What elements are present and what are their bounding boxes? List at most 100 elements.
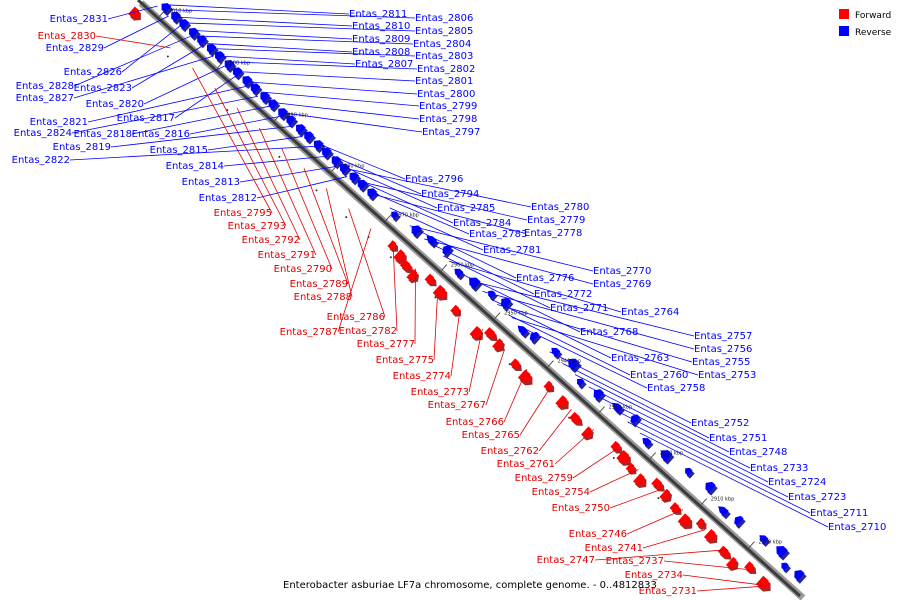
gene-label-entas-2773[interactable]: Entas_2773 bbox=[411, 387, 469, 398]
reverse-gene-arrow[interactable] bbox=[685, 467, 693, 476]
gene-label-entas-2816[interactable]: Entas_2816 bbox=[132, 129, 190, 140]
reverse-gene-arrow[interactable] bbox=[776, 546, 788, 558]
reverse-gene-arrow[interactable] bbox=[454, 268, 464, 278]
reverse-gene-arrow[interactable] bbox=[161, 3, 172, 14]
reverse-gene-arrow[interactable] bbox=[197, 35, 207, 46]
reverse-gene-arrow[interactable] bbox=[718, 506, 729, 517]
reverse-gene-arrow[interactable] bbox=[268, 99, 279, 110]
gene-label-entas-2828[interactable]: Entas_2828 bbox=[16, 81, 74, 92]
forward-gene-arrow[interactable] bbox=[469, 325, 482, 338]
reverse-gene-arrow[interactable] bbox=[224, 59, 235, 70]
reverse-gene-arrow[interactable] bbox=[469, 277, 481, 289]
gene-label-entas-2824[interactable]: Entas_2824 bbox=[14, 128, 72, 139]
gene-label-entas-2790[interactable]: Entas_2790 bbox=[274, 264, 332, 275]
gene-label-entas-2784[interactable]: Entas_2784 bbox=[453, 218, 511, 229]
reverse-gene-arrow[interactable] bbox=[593, 389, 604, 401]
gene-label-entas-2724[interactable]: Entas_2724 bbox=[768, 477, 826, 488]
gene-label-entas-2805[interactable]: Entas_2805 bbox=[415, 26, 473, 37]
gene-label-entas-2831[interactable]: Entas_2831 bbox=[50, 14, 108, 25]
gene-label-entas-2778[interactable]: Entas_2778 bbox=[524, 228, 582, 239]
gene-label-entas-2826[interactable]: Entas_2826 bbox=[64, 67, 122, 78]
gene-label-entas-2822[interactable]: Entas_2822 bbox=[12, 155, 70, 166]
gene-label-entas-2788[interactable]: Entas_2788 bbox=[294, 292, 352, 303]
forward-gene-arrow[interactable] bbox=[450, 304, 459, 314]
gene-label-entas-2776[interactable]: Entas_2776 bbox=[516, 273, 574, 284]
gene-label-entas-2798[interactable]: Entas_2798 bbox=[419, 114, 477, 125]
gene-label-entas-2804[interactable]: Entas_2804 bbox=[413, 39, 471, 50]
gene-label-entas-2793[interactable]: Entas_2793 bbox=[228, 221, 286, 232]
gene-label-entas-2751[interactable]: Entas_2751 bbox=[709, 433, 767, 444]
gene-label-entas-2795[interactable]: Entas_2795 bbox=[214, 208, 272, 219]
reverse-gene-arrow[interactable] bbox=[286, 115, 297, 126]
gene-label-entas-2823[interactable]: Entas_2823 bbox=[74, 83, 132, 94]
gene-label-entas-2789[interactable]: Entas_2789 bbox=[290, 279, 348, 290]
gene-label-entas-2785[interactable]: Entas_2785 bbox=[437, 203, 495, 214]
gene-label-entas-2819[interactable]: Entas_2819 bbox=[53, 142, 111, 153]
reverse-gene-arrow[interactable] bbox=[642, 438, 652, 447]
gene-label-entas-2796[interactable]: Entas_2796 bbox=[405, 174, 463, 185]
gene-label-entas-2755[interactable]: Entas_2755 bbox=[692, 357, 750, 368]
gene-label-entas-2780[interactable]: Entas_2780 bbox=[531, 202, 589, 213]
gene-label-entas-2763[interactable]: Entas_2763 bbox=[611, 353, 669, 364]
reverse-gene-arrow[interactable] bbox=[322, 147, 332, 158]
forward-gene-arrow[interactable] bbox=[555, 395, 567, 407]
gene-label-entas-2757[interactable]: Entas_2757 bbox=[694, 331, 752, 342]
gene-label-entas-2811[interactable]: Entas_2811 bbox=[349, 9, 407, 20]
gene-label-entas-2756[interactable]: Entas_2756 bbox=[694, 344, 752, 355]
gene-label-entas-2809[interactable]: Entas_2809 bbox=[352, 34, 410, 45]
gene-label-entas-2772[interactable]: Entas_2772 bbox=[534, 289, 592, 300]
gene-label-entas-2792[interactable]: Entas_2792 bbox=[242, 235, 300, 246]
reverse-gene-arrow[interactable] bbox=[339, 163, 350, 174]
reverse-gene-arrow[interactable] bbox=[278, 108, 288, 119]
gene-label-entas-2758[interactable]: Entas_2758 bbox=[647, 383, 705, 394]
gene-label-entas-2791[interactable]: Entas_2791 bbox=[258, 250, 316, 261]
forward-gene-arrow[interactable] bbox=[387, 240, 397, 250]
forward-gene-arrow[interactable] bbox=[651, 477, 663, 489]
reverse-gene-arrow[interactable] bbox=[734, 515, 744, 526]
gene-label-entas-2764[interactable]: Entas_2764 bbox=[621, 307, 679, 318]
gene-label-entas-2827[interactable]: Entas_2827 bbox=[16, 93, 74, 104]
reverse-gene-arrow[interactable] bbox=[215, 51, 225, 62]
gene-label-entas-2771[interactable]: Entas_2771 bbox=[550, 303, 608, 314]
gene-label-entas-2818[interactable]: Entas_2818 bbox=[74, 129, 132, 140]
reverse-gene-arrow[interactable] bbox=[232, 67, 243, 78]
forward-gene-arrow[interactable] bbox=[569, 411, 581, 423]
gene-label-entas-2779[interactable]: Entas_2779 bbox=[527, 215, 585, 226]
gene-label-entas-2801[interactable]: Entas_2801 bbox=[415, 76, 473, 87]
reverse-gene-arrow[interactable] bbox=[242, 76, 253, 87]
forward-gene-arrow[interactable] bbox=[744, 561, 755, 571]
gene-label-entas-2777[interactable]: Entas_2777 bbox=[357, 339, 415, 350]
gene-label-entas-2748[interactable]: Entas_2748 bbox=[729, 447, 787, 458]
forward-gene-arrow[interactable] bbox=[432, 284, 446, 298]
reverse-gene-arrow[interactable] bbox=[367, 188, 378, 199]
forward-gene-arrow[interactable] bbox=[625, 462, 635, 472]
gene-label-entas-2807[interactable]: Entas_2807 bbox=[355, 59, 413, 70]
gene-label-entas-2800[interactable]: Entas_2800 bbox=[417, 89, 475, 100]
gene-label-entas-2760[interactable]: Entas_2760 bbox=[630, 370, 688, 381]
forward-gene-arrow[interactable] bbox=[717, 545, 730, 557]
gene-label-entas-2803[interactable]: Entas_2803 bbox=[415, 51, 473, 62]
gene-label-entas-2766[interactable]: Entas_2766 bbox=[446, 417, 504, 428]
forward-gene-arrow[interactable] bbox=[703, 528, 716, 541]
gene-label-entas-2783[interactable]: Entas_2783 bbox=[469, 229, 527, 240]
forward-gene-arrow[interactable] bbox=[492, 338, 503, 350]
gene-label-entas-2733[interactable]: Entas_2733 bbox=[750, 463, 808, 474]
reverse-gene-arrow[interactable] bbox=[501, 297, 512, 309]
forward-gene-arrow[interactable] bbox=[424, 273, 435, 284]
forward-gene-arrow[interactable] bbox=[393, 249, 405, 262]
reverse-gene-arrow[interactable] bbox=[759, 535, 769, 544]
gene-label-entas-2817[interactable]: Entas_2817 bbox=[117, 113, 175, 124]
gene-label-entas-2775[interactable]: Entas_2775 bbox=[376, 355, 434, 366]
forward-gene-arrow[interactable] bbox=[610, 440, 621, 451]
gene-label-entas-2799[interactable]: Entas_2799 bbox=[419, 101, 477, 112]
reverse-gene-arrow[interactable] bbox=[442, 245, 452, 256]
gene-label-entas-2797[interactable]: Entas_2797 bbox=[422, 127, 480, 138]
gene-label-entas-2829[interactable]: Entas_2829 bbox=[46, 43, 104, 54]
forward-gene-arrow[interactable] bbox=[669, 502, 680, 512]
gene-label-entas-2746[interactable]: Entas_2746 bbox=[569, 529, 627, 540]
forward-gene-arrow[interactable] bbox=[616, 449, 629, 463]
reverse-gene-arrow[interactable] bbox=[296, 124, 306, 135]
gene-label-entas-2769[interactable]: Entas_2769 bbox=[593, 279, 651, 290]
reverse-gene-arrow[interactable] bbox=[260, 92, 271, 103]
gene-label-entas-2806[interactable]: Entas_2806 bbox=[415, 13, 473, 24]
